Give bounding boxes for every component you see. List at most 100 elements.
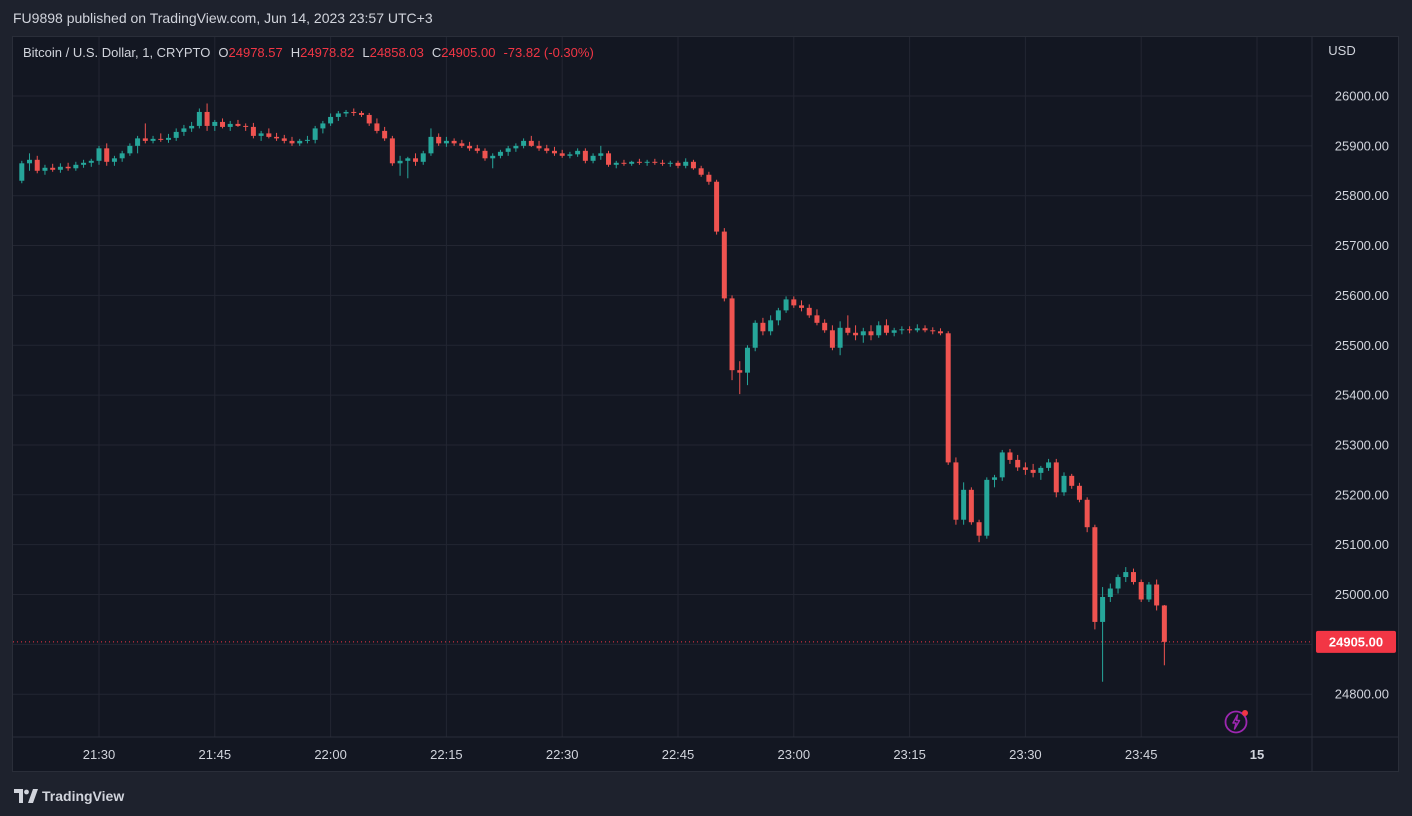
candle-body — [81, 162, 87, 165]
candle-body — [142, 138, 148, 141]
candle-body — [34, 159, 40, 171]
lightning-bolt-icon[interactable] — [1224, 708, 1250, 734]
tradingview-brand[interactable]: TradingView — [14, 786, 124, 806]
candle-body — [235, 123, 241, 126]
candle-body — [976, 522, 982, 536]
candle-body — [57, 166, 63, 170]
candle-body — [1138, 582, 1144, 600]
candle — [111, 155, 117, 166]
candle — [837, 321, 843, 356]
open-value: 24978.57 — [228, 45, 283, 60]
tradingview-logo-icon — [14, 789, 38, 803]
candle-body — [165, 137, 171, 140]
candle-body — [860, 331, 866, 336]
candle-body — [822, 322, 828, 331]
candle — [575, 148, 581, 157]
candle — [389, 135, 395, 166]
candle-body — [1123, 572, 1129, 578]
change-value: -73.82 (-0.30%) — [503, 45, 594, 60]
candle — [351, 108, 357, 116]
candle — [744, 345, 750, 386]
candle — [142, 123, 148, 144]
chart-frame[interactable] — [12, 36, 1399, 772]
candle — [413, 153, 419, 166]
low-value: 24858.03 — [369, 45, 424, 60]
time-tick-label: 15 — [1250, 747, 1264, 762]
candle-body — [443, 140, 449, 144]
candle — [343, 109, 349, 117]
candle-body — [451, 140, 457, 144]
candle — [281, 134, 287, 144]
candle-body — [127, 145, 133, 154]
symbol-name[interactable]: Bitcoin / U.S. Dollar, 1, CRYPTO — [23, 45, 211, 60]
last-price-badge — [1316, 630, 1396, 653]
candle — [721, 228, 727, 302]
candle — [490, 153, 496, 169]
time-tick-label: 23:45 — [1125, 747, 1158, 762]
price-tick-label: 24800.00 — [1335, 687, 1389, 702]
candle-body — [158, 138, 164, 140]
candle-body — [343, 111, 349, 114]
candle — [235, 119, 241, 127]
candle-body — [358, 112, 364, 115]
time-tick-label: 22:00 — [314, 747, 347, 762]
candle — [181, 124, 187, 136]
candle-body — [1022, 467, 1028, 470]
candle — [397, 155, 403, 176]
candle — [752, 320, 758, 352]
candle — [521, 138, 527, 149]
candle-body — [814, 315, 820, 323]
candle — [382, 126, 388, 141]
candle-body — [999, 452, 1005, 478]
time-axis[interactable]: 21:30 21:45 22:00 22:15 22:30 22:45 23:00 23:15… — [83, 747, 1265, 762]
candle-body — [853, 332, 859, 336]
time-tick-label: 22:45 — [662, 747, 695, 762]
candle — [891, 327, 897, 337]
candle — [312, 125, 318, 144]
candle — [443, 136, 449, 147]
candle-body — [1053, 462, 1059, 493]
candle — [19, 160, 25, 184]
candle — [1007, 448, 1013, 464]
candle-body — [1130, 572, 1136, 583]
candle-body — [752, 322, 758, 348]
candle — [297, 138, 303, 146]
candle — [189, 121, 195, 132]
candle — [227, 120, 233, 131]
ohlc-legend: Bitcoin / U.S. Dollar, 1, CRYPTO O24978.5… — [23, 45, 594, 60]
candle — [698, 165, 704, 177]
brand-name: TradingView — [42, 788, 125, 804]
candle-body — [250, 126, 256, 136]
candle — [876, 321, 882, 338]
candle-body — [281, 138, 287, 141]
candle-body — [467, 145, 473, 149]
candle — [250, 122, 256, 139]
candle-body — [135, 138, 141, 146]
candle-body — [405, 158, 411, 161]
time-tick-label: 22:15 — [430, 747, 463, 762]
candle-body — [88, 160, 94, 163]
candle-body — [196, 111, 202, 126]
candle-body — [629, 161, 635, 164]
price-axis[interactable]: 26000.00 25900.00 25800.00 25700.00 25600.00… — [1335, 89, 1389, 702]
candle — [88, 158, 94, 167]
candle — [505, 145, 511, 156]
candle-body — [482, 150, 488, 159]
candle-body — [490, 155, 496, 159]
candle — [196, 108, 202, 129]
candle — [405, 156, 411, 179]
candle-body — [575, 150, 581, 155]
candle — [1146, 582, 1152, 602]
candle-body — [513, 145, 519, 149]
candle-body — [436, 136, 442, 144]
candle-body — [551, 150, 557, 154]
candle-body — [984, 479, 990, 536]
candle — [65, 162, 71, 171]
price-tick-label: 25900.00 — [1335, 138, 1389, 153]
candle-body — [366, 114, 372, 124]
candle-body — [799, 305, 805, 308]
candle — [914, 324, 920, 333]
candle — [243, 123, 249, 131]
candle-body — [173, 131, 179, 138]
